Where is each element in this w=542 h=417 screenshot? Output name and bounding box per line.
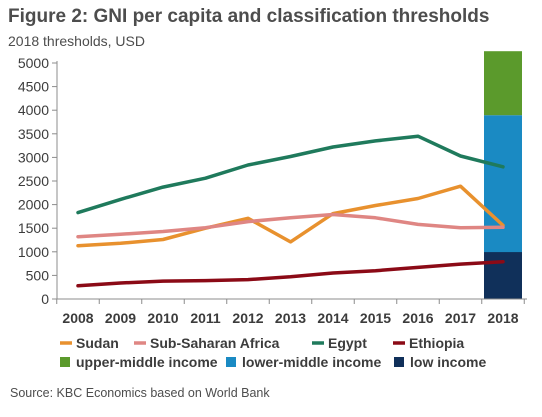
x-tick-label: 2014 bbox=[317, 310, 348, 326]
x-tick-label: 2008 bbox=[62, 310, 93, 326]
series-line-sudan bbox=[76, 184, 505, 248]
series-line-egypt bbox=[76, 134, 505, 215]
legend-label: upper-middle income bbox=[76, 354, 218, 370]
x-tick-label: 2018 bbox=[487, 310, 518, 326]
x-tick-label: 2009 bbox=[105, 310, 136, 326]
threshold-band-lower-middle-income bbox=[484, 115, 522, 253]
x-tick-label: 2016 bbox=[402, 310, 433, 326]
y-tick-label: 4500 bbox=[18, 79, 49, 95]
y-tick-label: 2000 bbox=[18, 197, 49, 213]
y-tick-label: 1000 bbox=[18, 244, 49, 260]
y-tick-label: 3000 bbox=[18, 149, 49, 165]
legend-label: lower-middle income bbox=[242, 354, 381, 370]
x-tick-label: 2017 bbox=[445, 310, 476, 326]
source-note: Source: KBC Economics based on World Ban… bbox=[10, 386, 270, 400]
x-tick-label: 2013 bbox=[275, 310, 306, 326]
threshold-band-low-income bbox=[484, 252, 522, 299]
y-tick-label: 500 bbox=[26, 267, 50, 283]
y-tick-label: 3500 bbox=[18, 126, 49, 142]
legend-band-swatch bbox=[60, 357, 70, 367]
x-tick-label: 2011 bbox=[190, 310, 221, 326]
legend-label: Sub-Saharan Africa bbox=[150, 335, 280, 351]
legend-label: low income bbox=[410, 354, 486, 370]
threshold-band-upper-middle-income bbox=[484, 51, 522, 116]
series-line-sub-saharan-africa bbox=[76, 212, 505, 239]
series-line-ethiopia bbox=[76, 259, 505, 288]
legend-label: Ethiopia bbox=[409, 335, 464, 351]
y-tick-label: 2500 bbox=[18, 173, 49, 189]
x-tick-label: 2015 bbox=[360, 310, 391, 326]
legend-band-swatch bbox=[226, 357, 236, 367]
y-tick-label: 0 bbox=[41, 291, 49, 307]
y-tick-label: 4000 bbox=[18, 102, 49, 118]
chart-subtitle: 2018 thresholds, USD bbox=[8, 33, 145, 49]
x-tick-label: 2012 bbox=[232, 310, 263, 326]
y-tick-label: 1500 bbox=[18, 220, 49, 236]
legend-band-swatch bbox=[394, 357, 404, 367]
legend-label: Egypt bbox=[328, 335, 367, 351]
y-tick-label: 5000 bbox=[18, 55, 49, 71]
x-tick-label: 2010 bbox=[147, 310, 178, 326]
chart-title: Figure 2: GNI per capita and classificat… bbox=[8, 6, 490, 27]
legend-label: Sudan bbox=[76, 335, 119, 351]
